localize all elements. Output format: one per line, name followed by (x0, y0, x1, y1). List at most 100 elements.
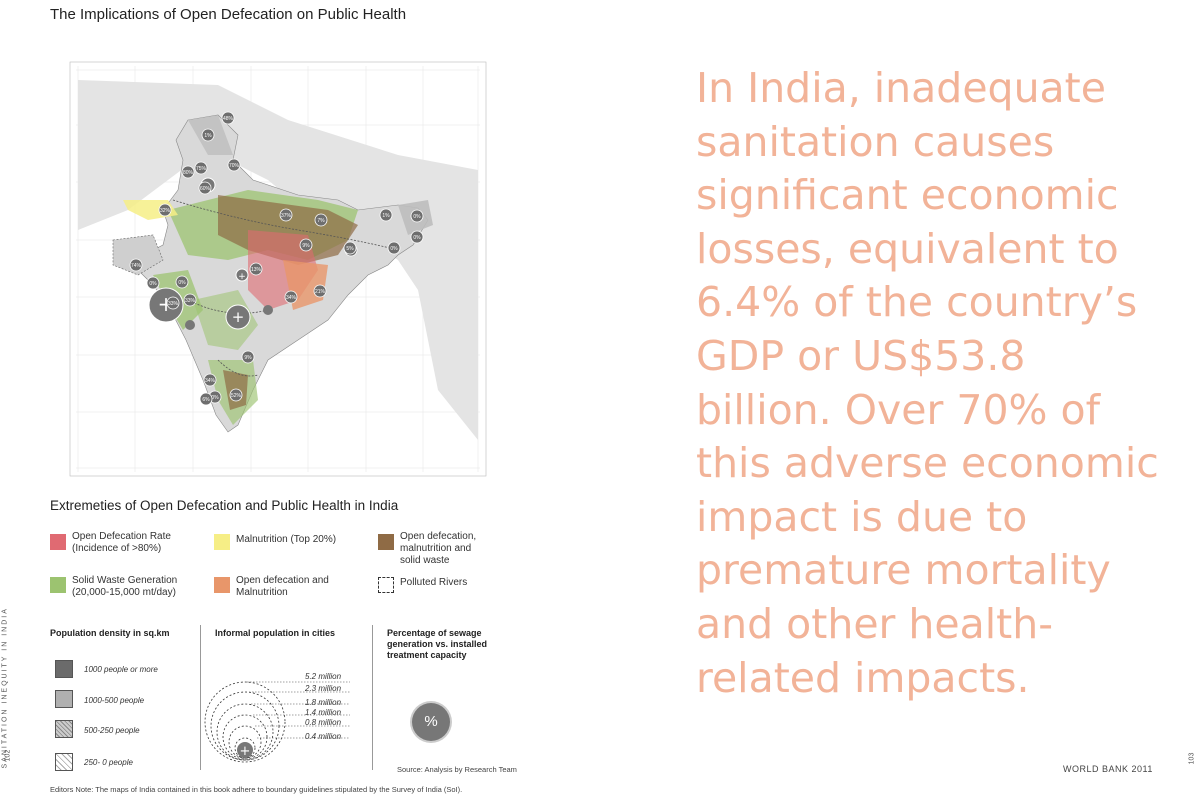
map-badge-label: 52% (231, 393, 242, 399)
editors-note: Editors Note: The maps of India containe… (50, 785, 463, 794)
legend-label-open-defecation: Open Defecation Rate (Incidence of >80%) (72, 531, 171, 554)
density-title: Population density in sq.km (50, 628, 170, 638)
map-badge-label: 0% (413, 235, 421, 241)
ring-label: 0.8 million (305, 718, 342, 727)
quote-line: and other health- (696, 599, 1054, 648)
map-badge (241, 350, 255, 364)
map-badge (284, 290, 298, 304)
ring-label: 5.2 million (305, 672, 342, 681)
map-badge-label: 9% (244, 355, 252, 361)
map-badge (343, 241, 357, 255)
map-badge-label: 6% (202, 397, 210, 403)
map-badge-label: 37% (281, 213, 292, 219)
legend-swatch-open-defecation (50, 534, 66, 550)
city-markers: + + + + (148, 177, 273, 330)
divider (372, 625, 373, 770)
page-title: The Implications of Open Defecation on P… (50, 6, 407, 23)
map-badge (166, 296, 180, 310)
quote-line: 6.4% of the country’s (696, 278, 1138, 327)
svg-text:+: + (238, 272, 246, 282)
quote-line: billion. Over 70% of (696, 385, 1101, 434)
map-badge-label: 74% (131, 263, 142, 269)
map-badge (410, 230, 424, 244)
density-label: 1000 people or more (84, 665, 158, 674)
density-label: 500-250 people (84, 726, 140, 735)
map-badge-label: 60% (200, 186, 211, 192)
map-badge (183, 293, 197, 307)
legend-swatch-combined (378, 534, 394, 550)
map-badge-label: 0% (149, 281, 157, 287)
density-label: 1000-500 people (84, 696, 145, 705)
map-badge-label: 34% (286, 295, 297, 301)
map-badge (313, 284, 327, 298)
quote-line: related impacts. (696, 653, 1030, 702)
map-badge (158, 203, 172, 217)
legend-label-od-malnutrition: Open defecation and Malnutrition (236, 575, 329, 598)
svg-text:+: + (240, 744, 251, 759)
map-badge-label: 21% (315, 289, 326, 295)
map-badge-label: 1% (204, 133, 212, 139)
map-badge-label: 5% (346, 246, 354, 252)
side-running-title: SANITATION INEQUITY IN INDIA (1, 607, 9, 769)
percentage-labels: 48%1%75%70%80%60%32%74%0%33%37%7%9%8%1%0… (129, 111, 424, 406)
india-map-graphic: + + + + 48% 1% 75% 70% 80% 60% 32% 74% 0% 33% 37% 7… (69, 61, 487, 477)
map-badge-label: 48% (223, 116, 234, 122)
map-badge-label: 1% (382, 213, 390, 219)
density-label: 250- 0 people (84, 758, 133, 767)
map-badge (198, 181, 212, 195)
percent-icon: % (412, 703, 450, 741)
quote-line: sanitation causes (696, 117, 1055, 166)
legend-label-polluted-rivers: Polluted Rivers (400, 577, 468, 588)
map-badge-label: 32% (160, 208, 171, 214)
india-map: + + + + 48% 1% 75% 70% 80% 60% 32% 74% 0% 33% 37% 7… (68, 60, 488, 478)
ring-label: 2.3 million (305, 684, 342, 693)
density-swatch-500-250 (55, 720, 73, 738)
legend-swatch-od-malnutrition (214, 577, 230, 593)
divider (200, 625, 201, 770)
map-badge-label: 0% (178, 280, 186, 286)
quote-line: significant economic (696, 171, 1119, 220)
map-badge-label: 9% (302, 243, 310, 249)
map-badge (221, 111, 235, 125)
pull-quote: In India, inadequate sanitation causes sig… (696, 62, 1166, 705)
source-note: Source: Analysis by Research Team (397, 765, 517, 774)
legend-swatch-polluted-rivers (378, 577, 394, 593)
map-badge-label: 33% (168, 301, 179, 307)
map-badge (175, 275, 189, 289)
map-badge (249, 262, 263, 276)
map-badge (203, 373, 217, 387)
map-badge (299, 238, 313, 252)
map-badge-label: 33% (185, 298, 196, 304)
map-badge-label: 7% (317, 218, 325, 224)
quote-line: In India, inadequate (696, 64, 1106, 112)
legend-swatch-malnutrition (214, 534, 230, 550)
legend-swatch-solid-waste (50, 577, 66, 593)
informal-title: Informal population in cities (215, 628, 336, 638)
map-badge-label: 70% (229, 163, 240, 169)
quote-line: premature mortality (696, 546, 1111, 595)
ring-label: 1.8 million (305, 698, 342, 707)
map-badge (379, 208, 393, 222)
map-badge (410, 209, 424, 223)
map-badge-label: 0% (413, 214, 421, 220)
map-badge-label: 80% (183, 170, 194, 176)
svg-text:+: + (232, 308, 245, 326)
map-badge (129, 258, 143, 272)
map-badge (279, 208, 293, 222)
page-number-right: 103 (1188, 752, 1196, 765)
map-badge (387, 241, 401, 255)
ring-label: 0.4 million (305, 732, 342, 741)
map-badge-label: 0% (211, 395, 219, 401)
map-badge-label: 34% (205, 378, 216, 384)
page-number-left: 102 (4, 749, 12, 762)
map-badge (181, 165, 195, 179)
legend-label-malnutrition: Malnutrition (Top 20%) (236, 534, 337, 545)
map-badge (314, 213, 328, 227)
legend-label-combined: Open defecation, malnutrition and solid wa… (400, 531, 477, 566)
map-badge (199, 392, 213, 406)
density-swatch-1000-500 (55, 690, 73, 708)
density-swatch-250-0 (55, 753, 73, 771)
quote-line: GDP or US$53.8 (696, 331, 1026, 380)
ring-label: 1.4 million (305, 708, 342, 717)
map-badge (227, 158, 241, 172)
